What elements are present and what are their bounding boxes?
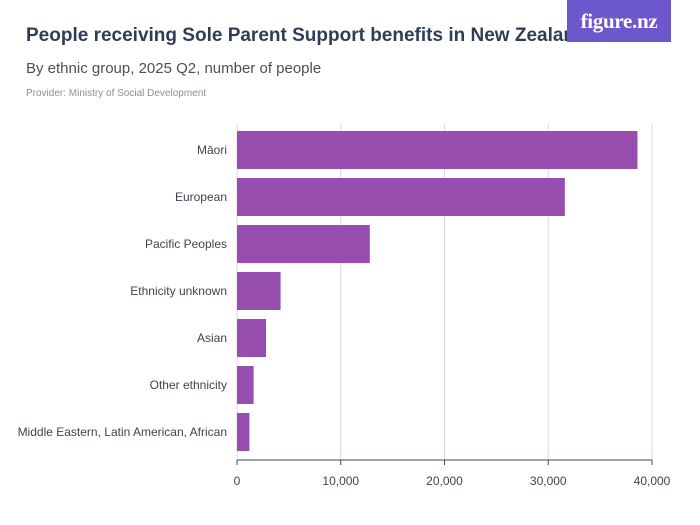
bar[interactable] [237, 413, 250, 451]
category-label: Asian [197, 331, 227, 345]
x-tick-label: 30,000 [530, 474, 567, 488]
bar[interactable] [237, 178, 565, 216]
bar[interactable] [237, 319, 267, 357]
bar[interactable] [237, 131, 638, 169]
category-label: European [175, 190, 227, 204]
figure-nz-logo[interactable]: figure.nz [567, 0, 671, 42]
bar[interactable] [237, 366, 254, 404]
category-label: Other ethnicity [150, 378, 227, 392]
category-label: Pacific Peoples [145, 237, 227, 251]
category-label: Ethnicity unknown [130, 284, 227, 298]
category-label: Middle Eastern, Latin American, African [18, 425, 227, 439]
bar[interactable] [237, 272, 281, 310]
data-provider: Provider: Ministry of Social Development [26, 88, 207, 99]
x-tick-label: 40,000 [634, 474, 671, 488]
chart-subtitle: By ethnic group, 2025 Q2, number of peop… [26, 60, 322, 77]
x-axis: 0 10,000 20,000 30,000 40,000 [234, 459, 671, 488]
x-tick-label: 20,000 [426, 474, 463, 488]
category-label: Māori [197, 143, 227, 157]
chart-title: People receiving Sole Parent Support ben… [26, 25, 587, 46]
bars [237, 131, 638, 451]
bar[interactable] [237, 225, 370, 263]
category-labels: Māori European Pacific Peoples Ethnicity un… [18, 143, 227, 439]
x-tick-label: 0 [234, 474, 241, 488]
x-tick-label: 10,000 [322, 474, 359, 488]
grid-lines [236, 124, 653, 460]
